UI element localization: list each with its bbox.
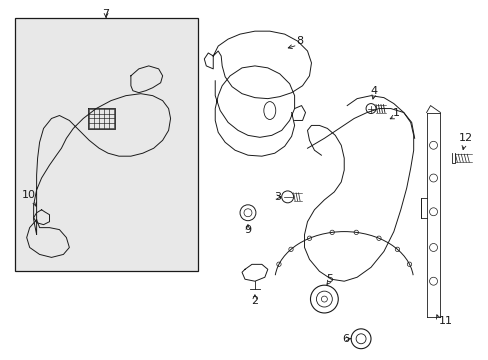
Text: 11: 11 bbox=[438, 316, 451, 326]
Text: 8: 8 bbox=[295, 36, 303, 46]
Text: 10: 10 bbox=[21, 190, 36, 200]
Text: 4: 4 bbox=[370, 86, 377, 96]
Text: 7: 7 bbox=[102, 9, 109, 19]
Text: 5: 5 bbox=[325, 274, 332, 284]
Text: 9: 9 bbox=[244, 225, 251, 235]
Text: 1: 1 bbox=[392, 108, 400, 117]
Text: 3: 3 bbox=[274, 192, 281, 202]
Bar bbox=[15, 18, 198, 271]
Text: 12: 12 bbox=[458, 133, 472, 143]
Text: 2: 2 bbox=[251, 296, 258, 306]
Text: 6: 6 bbox=[342, 334, 349, 344]
